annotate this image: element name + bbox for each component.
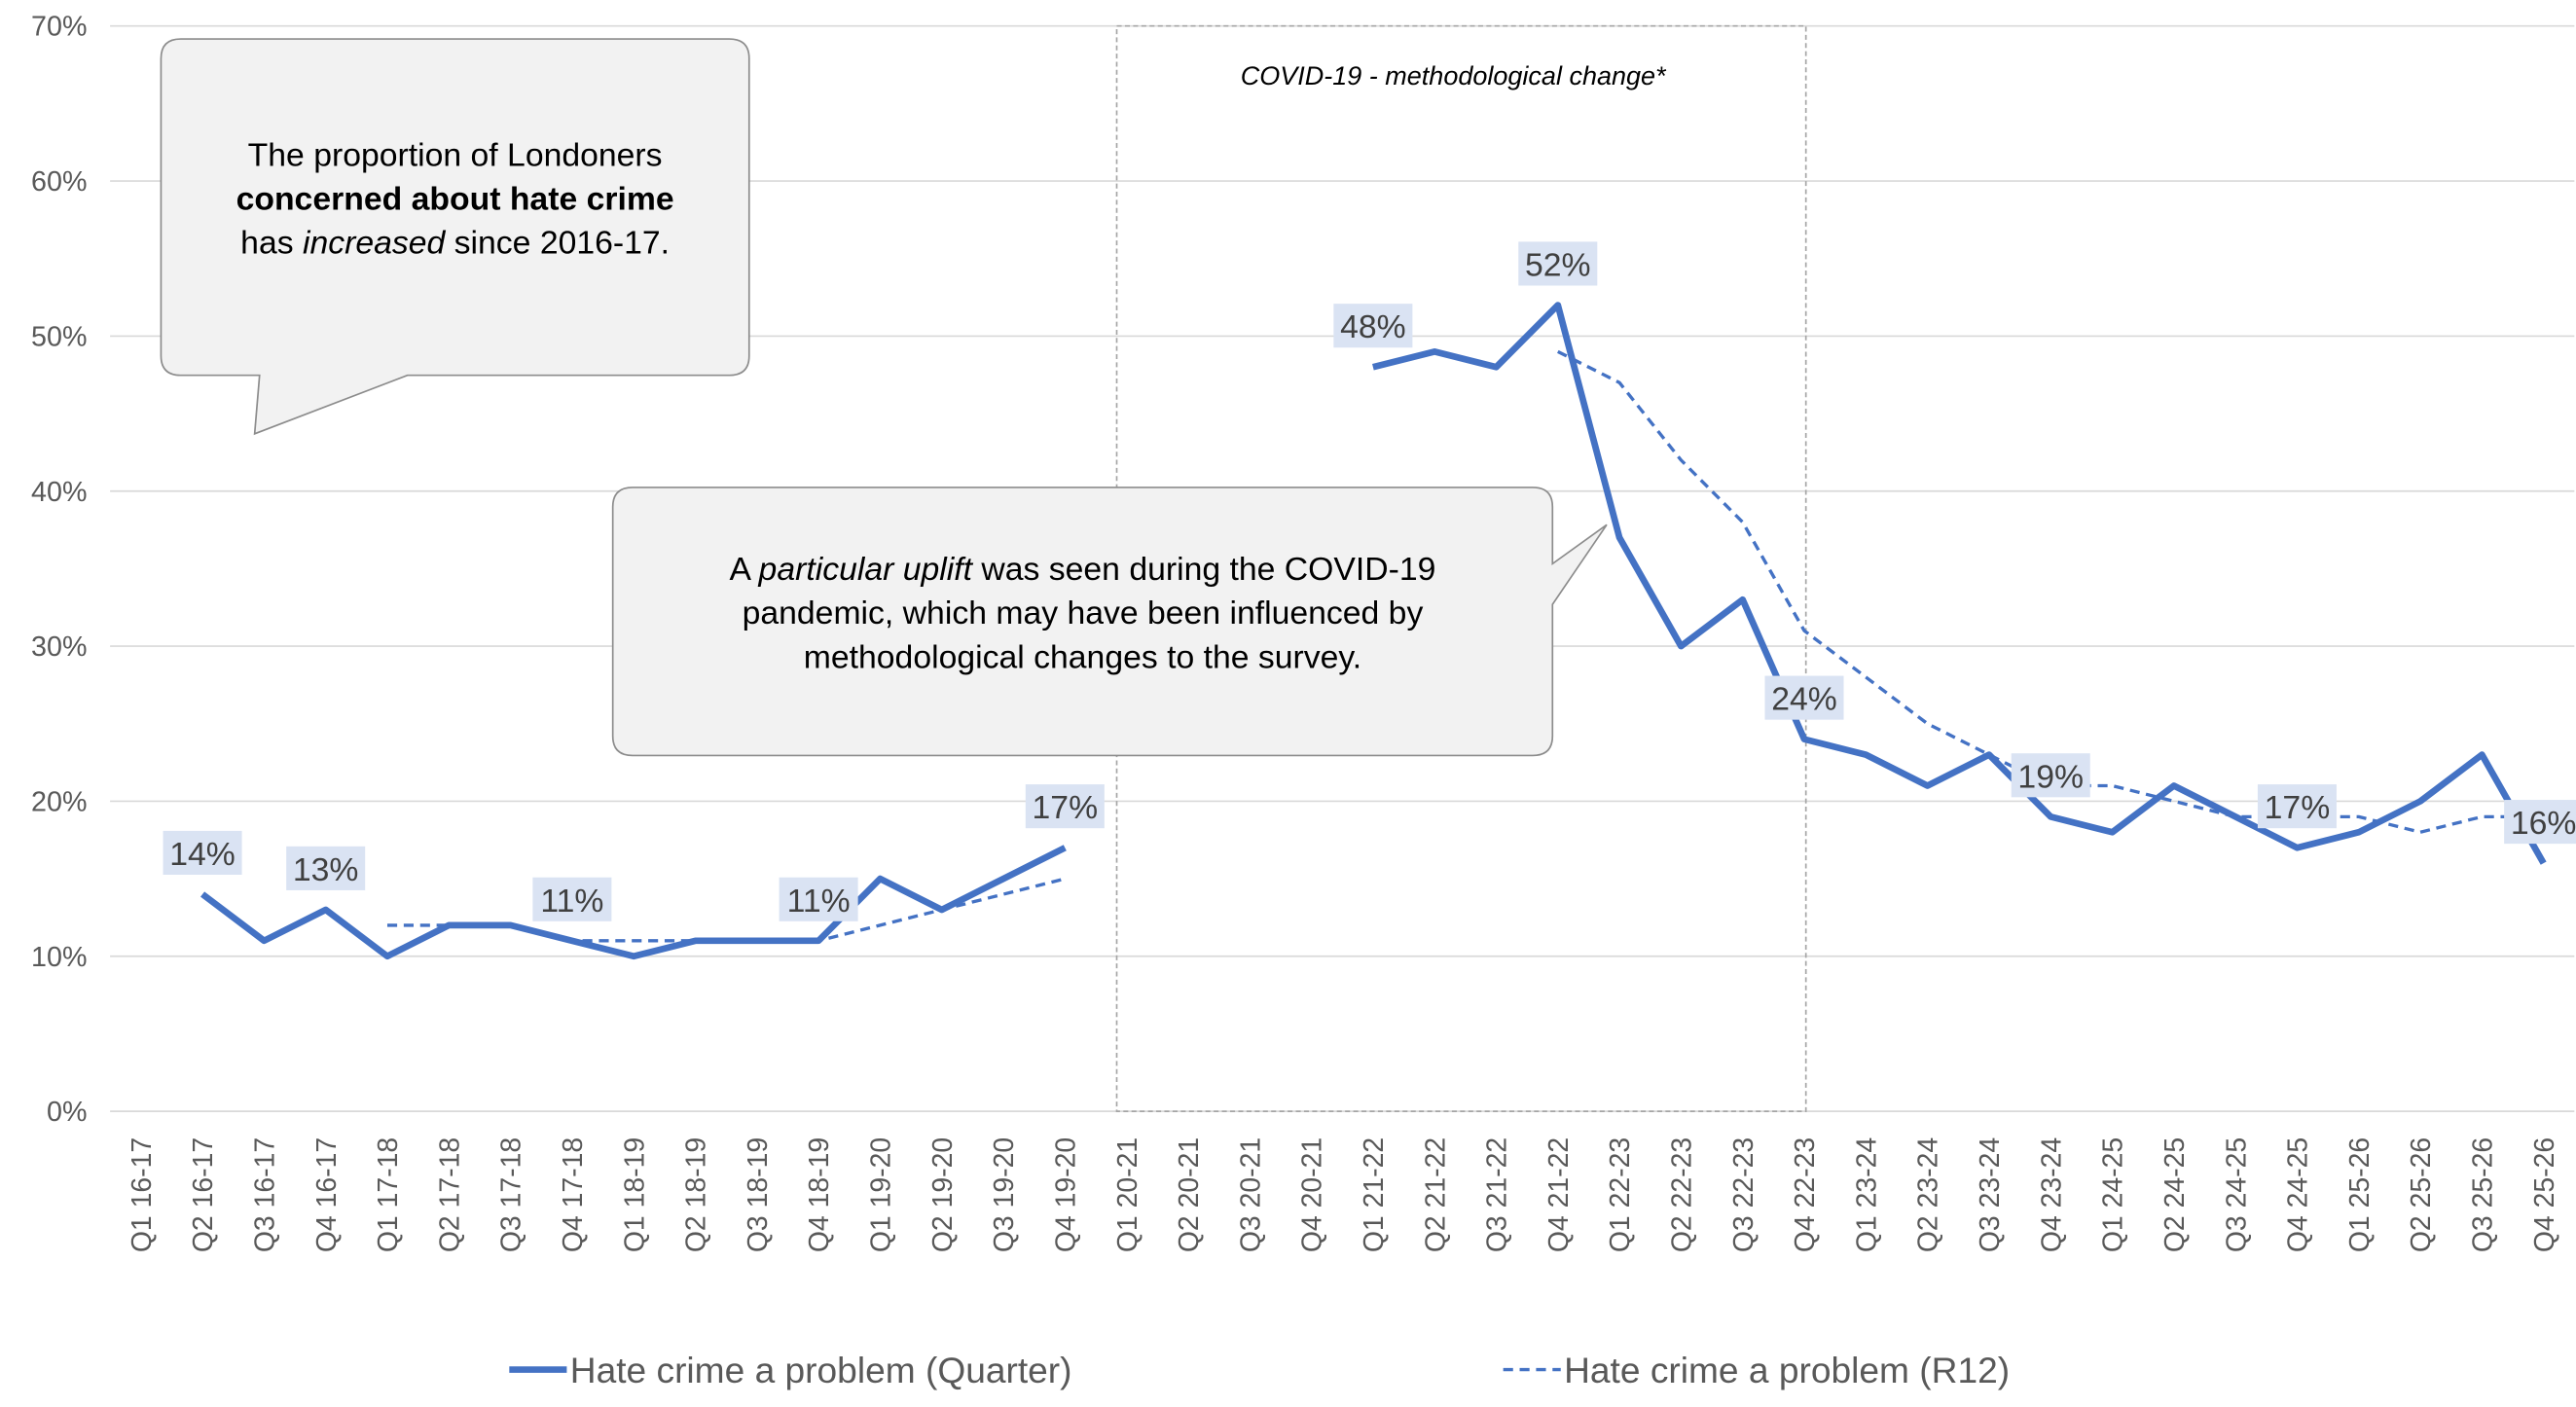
- annotation-run: The proportion of Londoners: [248, 137, 663, 173]
- data-label: 13%: [293, 852, 359, 888]
- x-tick-label: Q4 17-18: [558, 1137, 589, 1252]
- annotation-line: pandemic, which may have been influenced…: [743, 595, 1424, 631]
- x-tick-label: Q1 21-22: [1359, 1137, 1390, 1252]
- x-tick-label: Q2 20-21: [1174, 1137, 1205, 1252]
- data-label: 19%: [2017, 759, 2084, 795]
- annotation-run: A: [730, 552, 759, 588]
- data-label: 52%: [1525, 248, 1591, 284]
- data-label: 17%: [2265, 790, 2331, 826]
- x-tick-label: Q2 16-17: [188, 1137, 219, 1252]
- y-tick-label: 20%: [31, 787, 87, 818]
- y-tick-label: 50%: [31, 322, 87, 353]
- data-label-bg: [2504, 800, 2576, 845]
- annotation-line: concerned about hate crime: [236, 182, 674, 218]
- x-tick-label: Q2 22-23: [1666, 1137, 1697, 1252]
- annotation-run: since 2016-17.: [445, 226, 670, 262]
- annotation-line: has increased since 2016-17.: [240, 226, 670, 262]
- annotation-run: has: [240, 226, 303, 262]
- x-tick-label: Q3 20-21: [1235, 1137, 1266, 1252]
- y-tick-label: 10%: [31, 942, 87, 973]
- x-tick-label: Q4 18-19: [804, 1137, 835, 1252]
- x-tick-label: Q3 24-25: [2221, 1137, 2252, 1252]
- y-tick-label: 40%: [31, 477, 87, 508]
- x-tick-label: Q4 25-26: [2529, 1137, 2560, 1252]
- data-label-bg: [286, 846, 366, 890]
- x-tick-label: Q4 24-25: [2282, 1137, 2313, 1252]
- annotation-run: pandemic, which may have been influenced…: [743, 595, 1424, 631]
- annotation-run: was seen during the COVID-19: [972, 552, 1435, 588]
- x-tick-label: Q1 18-19: [619, 1137, 650, 1252]
- data-label: 11%: [540, 884, 603, 920]
- annotation-line: The proportion of Londoners: [248, 137, 663, 173]
- y-tick-label: 60%: [31, 166, 87, 198]
- x-tick-label: Q1 23-24: [1851, 1137, 1882, 1252]
- annotation-run: particular uplift: [758, 552, 974, 588]
- data-label: 11%: [787, 884, 851, 920]
- x-tick-label: Q3 16-17: [249, 1137, 280, 1252]
- data-label-bg: [1333, 304, 1413, 348]
- x-tick-label: Q4 19-20: [1050, 1137, 1081, 1252]
- data-label: 14%: [169, 837, 236, 873]
- x-tick-label: Q1 24-25: [2098, 1137, 2129, 1252]
- data-label-bg: [779, 877, 858, 921]
- x-tick-label: Q2 25-26: [2406, 1137, 2437, 1252]
- data-label-bg: [2257, 784, 2337, 829]
- data-label-bg: [1025, 784, 1105, 829]
- y-tick-label: 0%: [47, 1097, 87, 1128]
- x-tick-label: Q4 21-22: [1543, 1137, 1575, 1252]
- x-tick-label: Q3 23-24: [1975, 1137, 2006, 1252]
- data-label-bg: [1764, 675, 1844, 720]
- data-label: 16%: [2511, 806, 2576, 842]
- y-tick-label: 70%: [31, 12, 87, 43]
- annotation-run: methodological changes to the survey.: [804, 639, 1361, 675]
- x-tick-label: Q1 25-26: [2344, 1137, 2376, 1252]
- annotation-line: A particular uplift was seen during the …: [730, 552, 1436, 588]
- data-label-bg: [532, 877, 612, 921]
- legend-label: Hate crime a problem (R12): [1564, 1351, 2010, 1390]
- x-tick-label: Q3 21-22: [1481, 1137, 1512, 1252]
- y-tick-label: 30%: [31, 631, 87, 663]
- data-label-bg: [1518, 241, 1598, 286]
- quarter-line: [200, 302, 2547, 960]
- x-tick-label: Q2 18-19: [680, 1137, 711, 1252]
- annotation-run: concerned about hate crime: [236, 182, 674, 218]
- x-tick-label: Q1 22-23: [1605, 1137, 1636, 1252]
- x-tick-label: Q2 24-25: [2159, 1137, 2191, 1252]
- data-label-bg: [2011, 753, 2090, 798]
- callout-box: [160, 38, 750, 436]
- legend-label: Hate crime a problem (Quarter): [570, 1351, 1072, 1390]
- x-tick-label: Q3 19-20: [989, 1137, 1020, 1252]
- data-label: 17%: [1033, 790, 1099, 826]
- x-tick-label: Q2 21-22: [1420, 1137, 1451, 1252]
- callout-box: [611, 487, 1608, 757]
- data-label-bg: [163, 830, 242, 875]
- x-tick-label: Q2 23-24: [1913, 1137, 1944, 1252]
- annotation-line: methodological changes to the survey.: [804, 639, 1361, 675]
- x-tick-label: Q3 25-26: [2467, 1137, 2498, 1252]
- x-tick-label: Q4 20-21: [1297, 1137, 1328, 1252]
- x-tick-label: Q1 20-21: [1112, 1137, 1143, 1252]
- x-tick-label: Q2 17-18: [434, 1137, 465, 1252]
- x-tick-label: Q1 16-17: [127, 1137, 158, 1252]
- period-note: COVID-19 - methodological change*: [1241, 61, 1667, 90]
- x-tick-label: Q2 19-20: [927, 1137, 959, 1252]
- x-tick-label: Q4 22-23: [1790, 1137, 1821, 1252]
- data-label: 48%: [1340, 309, 1406, 345]
- x-tick-label: Q3 22-23: [1728, 1137, 1760, 1252]
- x-tick-label: Q3 18-19: [743, 1137, 774, 1252]
- x-tick-label: Q1 19-20: [865, 1137, 896, 1252]
- x-tick-label: Q3 17-18: [496, 1137, 527, 1252]
- x-tick-label: Q1 17-18: [373, 1137, 404, 1252]
- annotation-run: increased: [303, 226, 447, 262]
- x-tick-label: Q4 23-24: [2036, 1137, 2067, 1252]
- x-tick-label: Q4 16-17: [311, 1137, 343, 1252]
- data-label: 24%: [1771, 682, 1837, 718]
